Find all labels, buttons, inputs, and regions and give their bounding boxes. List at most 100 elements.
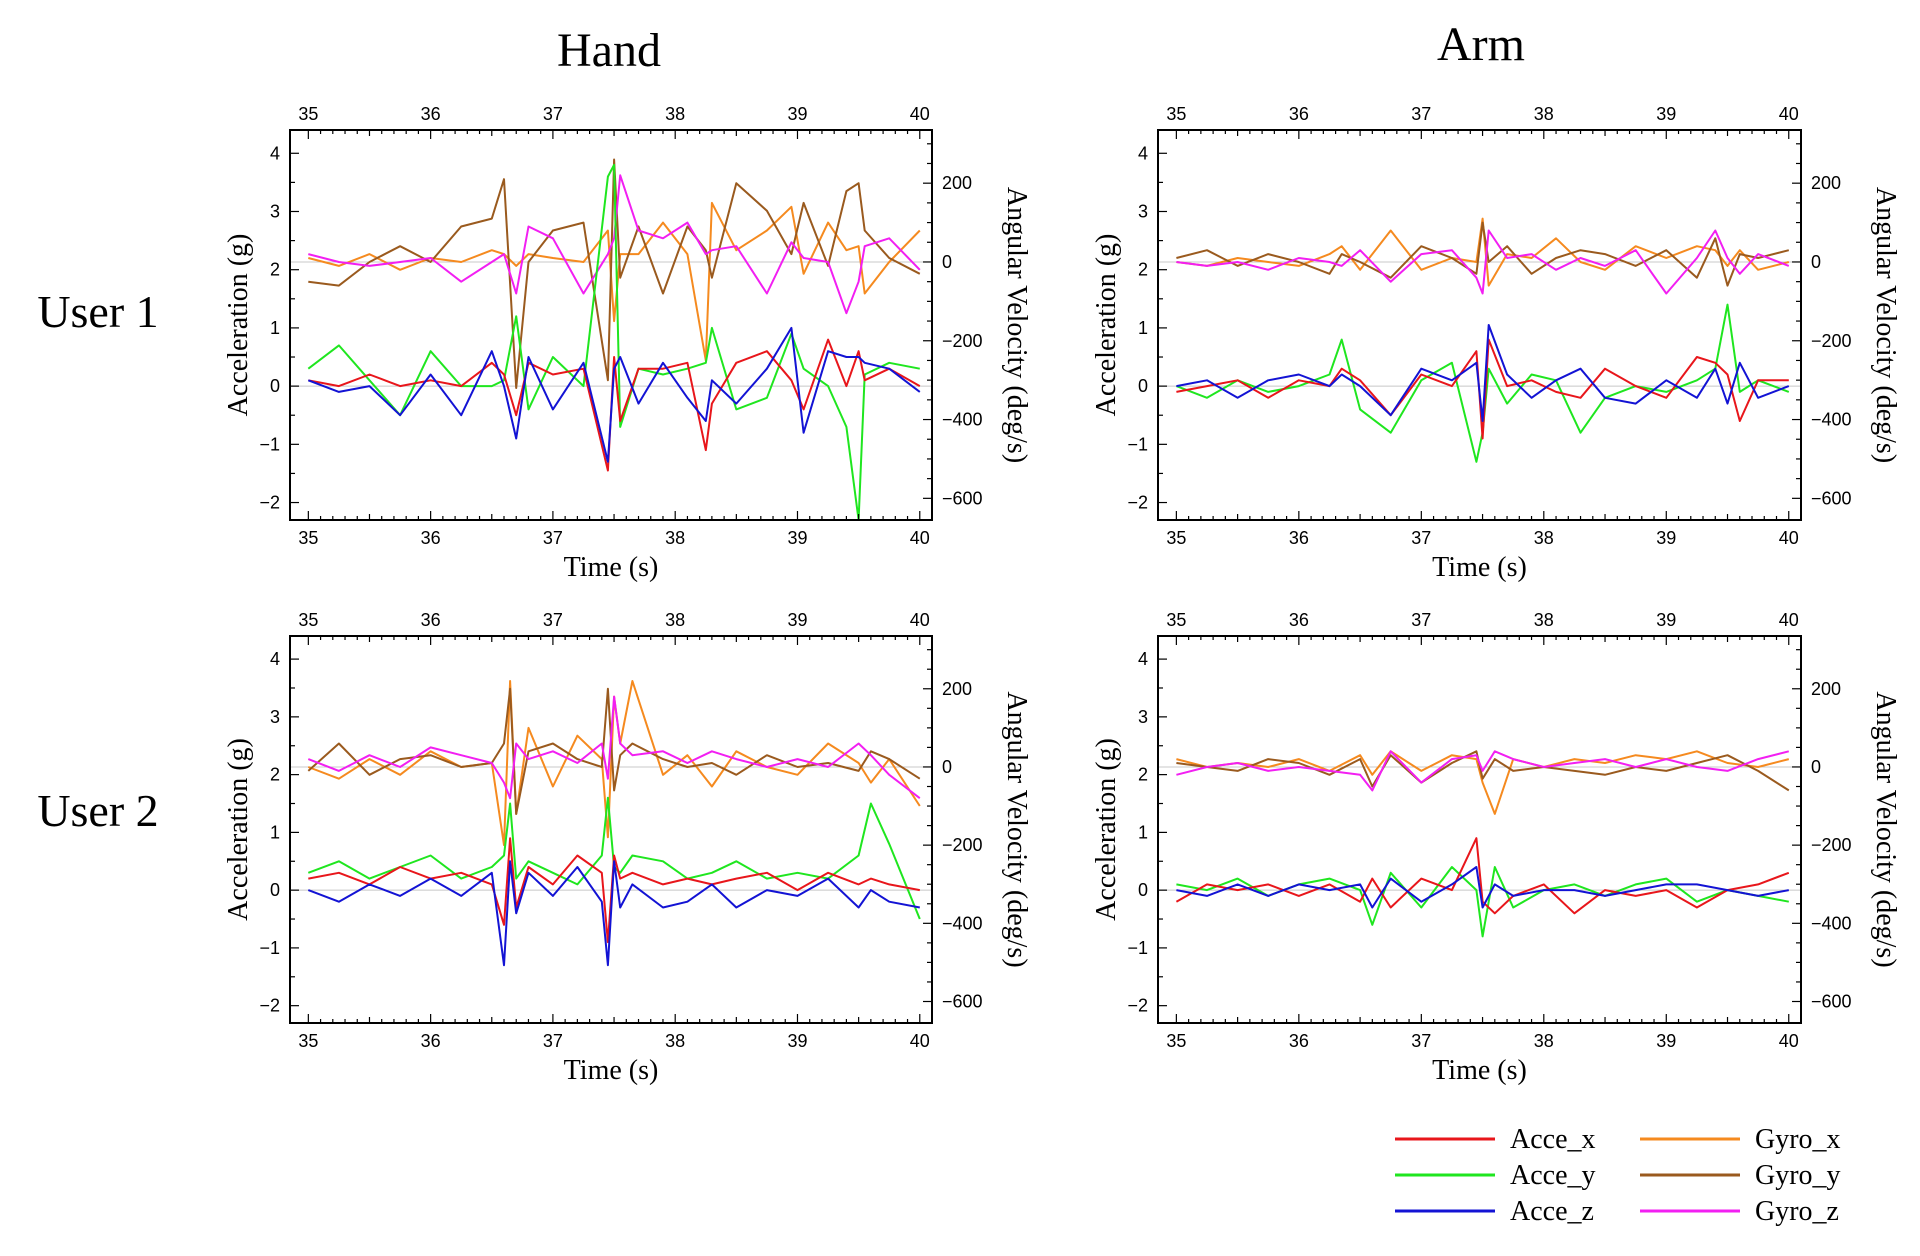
plot-frame [1157, 129, 1802, 521]
series-gyro-x [1176, 217, 1790, 287]
x-tick-label-top: 36 [421, 104, 441, 124]
x-tick-label-top: 40 [910, 610, 930, 630]
x-tick-label-bottom: 36 [421, 528, 441, 548]
x-tick-label-top: 39 [1656, 610, 1676, 630]
x-tick-label-bottom: 35 [298, 528, 318, 548]
x-tick-label-bottom: 38 [1534, 528, 1554, 548]
x-tick-label-bottom: 40 [1779, 528, 1799, 548]
legend-item-gyro-z: Gyro_z [1640, 1196, 1839, 1227]
column-title-arm: Arm [1437, 18, 1525, 71]
y-tick-label-left: 0 [270, 880, 280, 900]
y-tick-label-left: 0 [270, 376, 280, 396]
legend-label: Acce_z [1510, 1196, 1594, 1227]
plot-panel-2: 35 35 36 36 37 37 38 38 39 39 40 40 −2 −1 0 1 2 3 4 −600 −40… [1091, 104, 1901, 583]
x-axis-label: Time (s) [1432, 1055, 1527, 1086]
x-tick-label-bottom: 40 [910, 1031, 930, 1051]
x-tick-label-bottom: 37 [1411, 1031, 1431, 1051]
x-tick-label-top: 37 [543, 104, 563, 124]
y-tick-label-right: −600 [1811, 488, 1852, 508]
column-title-hand: Hand [557, 24, 661, 77]
x-tick-label-top: 37 [1411, 104, 1431, 124]
legend-label: Acce_x [1510, 1124, 1596, 1155]
y-tick-label-left: −2 [259, 493, 280, 513]
x-tick-label-top: 38 [665, 610, 685, 630]
y-tick-label-left: 1 [270, 822, 280, 842]
legend-label: Acce_y [1510, 1160, 1596, 1191]
x-tick-label-bottom: 36 [421, 1031, 441, 1051]
y-tick-label-left: 1 [1138, 318, 1148, 338]
series-gyro-z [308, 174, 921, 315]
legend-item-acce-x: Acce_x [1395, 1124, 1596, 1155]
y-axis-label-left: Acceleration (g) [1091, 738, 1122, 921]
series-acce-x [1176, 338, 1789, 440]
x-tick-label-bottom: 37 [1411, 528, 1431, 548]
y-tick-label-left: 2 [270, 260, 280, 280]
y-tick-label-right: 200 [942, 679, 972, 699]
legend-item-acce-y: Acce_y [1395, 1160, 1596, 1191]
y-tick-label-left: −1 [259, 938, 280, 958]
y-tick-label-right: −400 [1811, 410, 1852, 430]
y-tick-label-left: 3 [270, 201, 280, 221]
legend: Acce_x Acce_y Acce_z Gyro_x Gyro_y Gyro_z [1395, 1124, 1841, 1227]
legend-item-gyro-x: Gyro_x [1640, 1124, 1841, 1155]
y-axis-label-left: Acceleration (g) [223, 234, 254, 417]
y-tick-label-left: 2 [1138, 765, 1148, 785]
x-tick-label-top: 38 [1534, 610, 1554, 630]
x-tick-label-bottom: 39 [1656, 1031, 1676, 1051]
series-acce-z [1176, 324, 1790, 422]
row-title-user-1: User 1 [37, 286, 158, 337]
series-gyro-x [307, 680, 921, 847]
x-tick-label-bottom: 39 [787, 1031, 807, 1051]
x-tick-label-top: 35 [298, 610, 318, 630]
x-axis-label: Time (s) [1432, 552, 1527, 583]
x-tick-label-bottom: 38 [665, 528, 685, 548]
x-tick-label-bottom: 39 [787, 528, 807, 548]
y-tick-label-right: 200 [942, 173, 972, 193]
plot-frame [289, 129, 933, 521]
y-tick-label-right: −600 [942, 488, 983, 508]
y-tick-label-left: 0 [1138, 376, 1148, 396]
y-axis-label-right: Angular Velocity (deg/s) [1870, 691, 1901, 967]
y-tick-label-right: −400 [1811, 913, 1852, 933]
y-tick-label-right: −200 [1811, 835, 1852, 855]
y-tick-label-left: −2 [1127, 493, 1148, 513]
legend-label: Gyro_z [1755, 1196, 1839, 1227]
y-tick-label-left: 3 [270, 707, 280, 727]
legend-item-acce-z: Acce_z [1395, 1196, 1594, 1227]
legend-item-gyro-y: Gyro_y [1640, 1160, 1841, 1191]
plot-frame [1157, 635, 1802, 1024]
x-tick-label-top: 37 [1411, 610, 1431, 630]
y-tick-label-right: −400 [942, 410, 983, 430]
y-tick-label-left: 4 [270, 649, 280, 669]
x-tick-label-bottom: 40 [1779, 1031, 1799, 1051]
y-tick-label-left: 1 [1138, 822, 1148, 842]
series-gyro-z [1176, 229, 1790, 295]
series-gyro-z [307, 695, 921, 800]
x-tick-label-top: 36 [1289, 104, 1309, 124]
series-lines [1175, 750, 1790, 938]
y-axis-label-right: Angular Velocity (deg/s) [1001, 691, 1032, 967]
y-tick-label-left: −1 [1127, 434, 1148, 454]
x-tick-label-top: 36 [1289, 610, 1309, 630]
series-acce-x [1175, 837, 1790, 915]
y-tick-label-left: 0 [1138, 880, 1148, 900]
y-tick-label-right: −200 [942, 835, 983, 855]
x-tick-label-bottom: 36 [1289, 1031, 1309, 1051]
y-tick-label-right: 0 [1811, 757, 1821, 777]
y-tick-label-right: −600 [1811, 992, 1852, 1012]
y-axis-label-right: Angular Velocity (deg/s) [1001, 187, 1032, 463]
x-tick-label-top: 35 [298, 104, 318, 124]
y-tick-label-left: −1 [259, 434, 280, 454]
y-tick-label-left: 4 [1138, 143, 1148, 163]
x-tick-label-bottom: 38 [665, 1031, 685, 1051]
y-tick-label-right: 200 [1811, 173, 1841, 193]
x-axis-label: Time (s) [564, 1055, 659, 1086]
plot-panel-1: 35 35 36 36 37 37 38 38 39 39 40 40 −2 −1 0 1 2 3 4 −600 −40… [223, 104, 1032, 583]
y-tick-label-left: 3 [1138, 201, 1148, 221]
series-lines [1176, 217, 1790, 463]
y-axis-label-right: Angular Velocity (deg/s) [1870, 187, 1901, 463]
y-tick-label-right: −200 [1811, 331, 1852, 351]
x-tick-label-top: 37 [543, 610, 563, 630]
series-acce-y [307, 796, 921, 920]
y-tick-label-left: 4 [1138, 649, 1148, 669]
